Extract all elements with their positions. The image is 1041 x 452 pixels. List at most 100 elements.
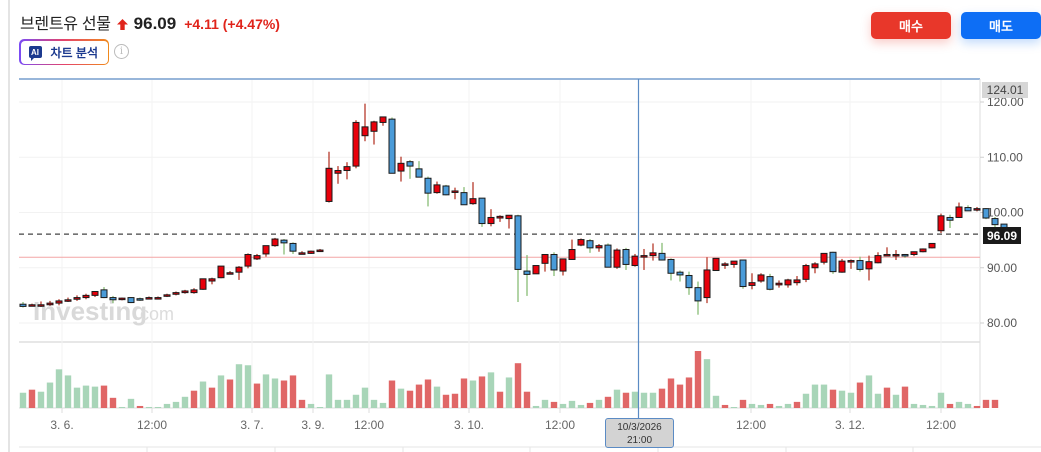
volume-bar (829, 389, 837, 408)
volume-bar (523, 391, 531, 408)
candle-body (280, 239, 288, 244)
candle-body (262, 245, 270, 255)
volume-bar (154, 406, 162, 408)
volume-bar (568, 400, 576, 408)
candle-body (118, 297, 126, 301)
candle-body (613, 249, 621, 268)
volume-bar (478, 376, 486, 408)
candles (19, 103, 1008, 315)
volume-bar (433, 386, 441, 408)
volume-bar (163, 403, 171, 408)
volume-bar (352, 394, 360, 408)
left-border (8, 0, 10, 452)
volume-bar (190, 390, 198, 408)
volume-bar (811, 384, 819, 408)
volume-bar (424, 379, 432, 408)
x-axis-label: 3. 7. (240, 418, 263, 432)
candle-body (82, 294, 90, 299)
volume-bar (460, 378, 468, 408)
candle-body (388, 118, 396, 174)
candle-body (532, 265, 540, 275)
candle-body (775, 282, 783, 286)
volume-bar (469, 380, 477, 408)
volume-bar (271, 378, 279, 408)
volume-bar (334, 399, 342, 408)
candle-body (208, 278, 216, 282)
ai-button-label: 차트 분석 (50, 45, 99, 60)
info-icon[interactable]: i (114, 44, 129, 59)
volume-bar (235, 364, 243, 408)
volume-bar (838, 390, 846, 408)
candle-body (325, 167, 333, 202)
volume-bar (559, 403, 567, 408)
candle-body (289, 242, 297, 252)
volume-bar (946, 403, 954, 408)
volume-bar (253, 383, 261, 408)
candle-body (442, 185, 450, 196)
candle-body (406, 161, 414, 167)
candle-body (28, 304, 36, 307)
volume-bar (649, 392, 657, 408)
candle-body (352, 121, 360, 167)
volume-bar (856, 382, 864, 408)
candle-body (901, 253, 909, 257)
volume-bar (379, 402, 387, 408)
up-arrow-icon (116, 19, 128, 30)
volume-bar (451, 393, 459, 408)
candle-body (172, 292, 180, 295)
volume-bar (514, 363, 522, 408)
volume-bar (883, 387, 891, 408)
candle-body (604, 244, 612, 268)
volume-bar (640, 392, 648, 408)
volume-bar (532, 405, 540, 408)
sell-button[interactable]: 매도 (961, 12, 1041, 39)
x-axis-label: 12:00 (354, 418, 384, 432)
volume-bar (793, 401, 801, 408)
candle-body (370, 121, 378, 132)
candle-body (46, 302, 54, 306)
last-price: 96.09 (133, 14, 177, 33)
volume-bar (487, 372, 495, 408)
volume-bar (757, 404, 765, 408)
candle-body (973, 208, 981, 211)
volume-bar (820, 384, 828, 408)
candle-body (829, 251, 837, 273)
volume-bar (136, 405, 144, 408)
volume-bar (784, 403, 792, 408)
volume-bar (847, 392, 855, 408)
candle-body (883, 253, 891, 257)
volume-bar (964, 403, 972, 408)
x-axis-label: 3. 6. (50, 418, 73, 432)
candle-body (991, 218, 999, 226)
candle-body (757, 274, 765, 282)
change-value: +4.11 (184, 16, 219, 32)
candle-body (109, 297, 117, 301)
y-axis-label: 120.00 (987, 95, 1024, 109)
volume-bar (865, 375, 873, 408)
volume-bar (892, 394, 900, 408)
instrument-name: 브렌트유 선물 (20, 16, 111, 33)
candle-body (469, 198, 477, 205)
candle-body (838, 260, 846, 273)
volume-bar (658, 388, 666, 408)
candle-body (523, 270, 531, 275)
volume-bar (613, 389, 621, 408)
candle-body (478, 197, 486, 225)
candle-body (235, 266, 243, 273)
candle-body (424, 177, 432, 194)
volume-bar (127, 398, 135, 408)
candle-body (955, 206, 963, 218)
candle-body (982, 208, 990, 219)
buy-button[interactable]: 매수 (871, 12, 951, 39)
candle-body (496, 215, 504, 219)
volume-bar (496, 391, 504, 408)
candle-body (712, 257, 720, 272)
volume-bar (694, 351, 702, 408)
volume-bar (955, 401, 963, 408)
volume-bar (721, 404, 729, 408)
x-axis-label: 12:00 (736, 418, 766, 432)
volume-bar (631, 391, 639, 408)
candle-body (397, 162, 405, 172)
ai-chart-analysis-button[interactable]: AI 차트 분석 (19, 39, 109, 65)
